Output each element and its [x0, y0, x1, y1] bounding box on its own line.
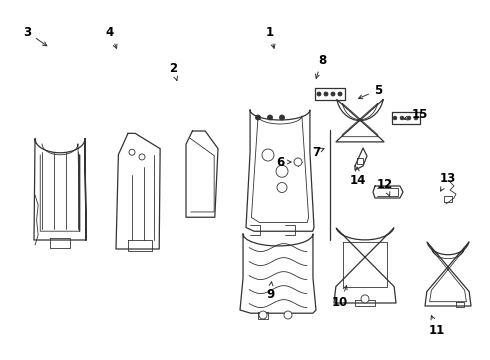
Circle shape — [361, 295, 369, 303]
Text: 5: 5 — [359, 84, 382, 99]
Text: 2: 2 — [169, 62, 177, 80]
Text: 4: 4 — [106, 26, 117, 48]
Circle shape — [255, 115, 261, 120]
Circle shape — [317, 92, 321, 96]
Text: 13: 13 — [440, 171, 456, 191]
Circle shape — [262, 149, 274, 161]
Text: 10: 10 — [332, 285, 348, 310]
Circle shape — [294, 158, 302, 166]
Circle shape — [324, 92, 328, 96]
Circle shape — [259, 311, 267, 319]
Circle shape — [338, 92, 342, 96]
Circle shape — [414, 116, 418, 120]
Circle shape — [331, 92, 335, 96]
Circle shape — [407, 116, 411, 120]
Text: 1: 1 — [266, 26, 275, 48]
Text: 14: 14 — [350, 167, 366, 186]
Circle shape — [279, 115, 285, 120]
Circle shape — [284, 311, 292, 319]
Circle shape — [393, 116, 397, 120]
Text: 9: 9 — [266, 282, 274, 302]
Text: 7: 7 — [312, 145, 324, 158]
Circle shape — [277, 183, 287, 193]
Circle shape — [129, 149, 135, 155]
Circle shape — [276, 165, 288, 177]
Text: 11: 11 — [429, 316, 445, 337]
Text: 3: 3 — [23, 26, 47, 46]
Circle shape — [139, 154, 145, 160]
Text: 15: 15 — [404, 108, 428, 122]
Text: 12: 12 — [377, 179, 393, 197]
Text: 8: 8 — [316, 54, 326, 78]
Circle shape — [268, 115, 272, 120]
Text: 6: 6 — [276, 156, 291, 168]
Circle shape — [400, 116, 404, 120]
